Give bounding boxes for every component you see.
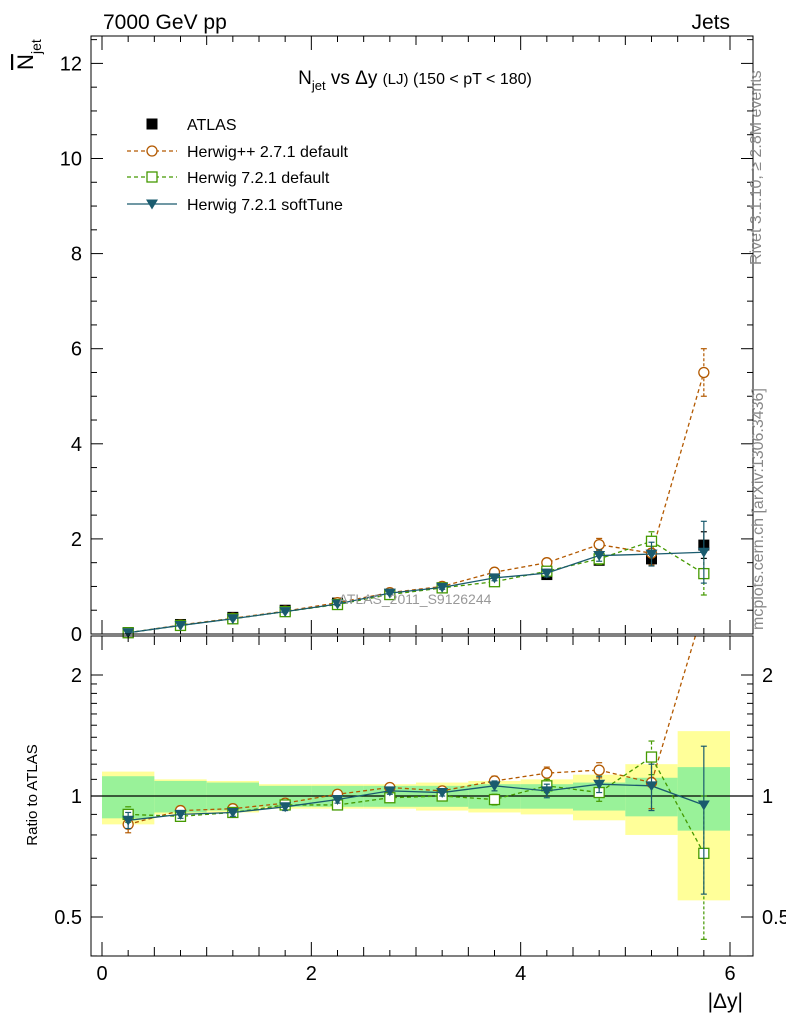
top-y-tick-label: 0	[71, 624, 82, 646]
rivet-label: Rivet 3.1.10, ≥ 2.8M events	[748, 70, 765, 265]
ratio-line-herwigpp	[128, 636, 697, 825]
legend-item-herwig721: Herwig 7.2.1 default	[127, 170, 330, 187]
mcplots-label: mcplots.cern.ch [arXiv:1306.3436]	[750, 388, 767, 630]
bottom-panel: 0.5 0.5 1 1 2 2 0 2 4 6 Ratio to ATLAS |Δy|	[24, 635, 786, 1013]
x-tick-label: 6	[724, 963, 735, 985]
top-series-softtune	[122, 520, 710, 639]
top-y-tick-label: 8	[71, 244, 82, 266]
ratio-line-herwig721	[128, 756, 705, 854]
legend-marker-herwig721	[146, 171, 158, 183]
ratio-y-tick-label-right: 0.5	[762, 907, 786, 929]
legend-item-atlas: ATLAS	[146, 117, 237, 134]
ratio-point-herwigpp	[593, 764, 605, 776]
ratio-y-tick-label: 1	[71, 786, 82, 808]
ratio-point-softtune	[488, 781, 501, 792]
top-y-tick-label: 6	[71, 339, 82, 361]
ratio-point-softtune	[436, 788, 449, 799]
ratio-point-softtune	[279, 802, 292, 813]
legend-label-herwig721: Herwig 7.2.1 default	[187, 170, 330, 187]
top-point-softtune	[540, 568, 553, 579]
ratio-y-tick-label: 0.5	[54, 907, 82, 929]
legend-item-softtune: Herwig 7.2.1 softTune	[127, 197, 343, 214]
ratio-point-softtune	[540, 786, 553, 797]
top-point-softtune	[122, 628, 135, 639]
ratio-point-softtune	[383, 786, 396, 797]
header-left: 7000 GeV pp	[103, 11, 227, 34]
bottom-frame	[90, 635, 754, 957]
top-y-tick-label: 10	[60, 149, 82, 171]
legend-marker-atlas	[146, 118, 158, 130]
legend-marker-softtune	[146, 199, 158, 210]
top-point-softtune	[593, 551, 606, 562]
ratio-point-softtune	[226, 807, 239, 818]
top-point-softtune	[174, 620, 187, 631]
ratio-point-herwigpp	[541, 767, 553, 779]
chart-title: Njet vs Δy (LJ) (150 < pT < 180)	[298, 68, 532, 93]
ratio-point-softtune	[697, 800, 710, 811]
ratio-point-softtune	[645, 781, 658, 792]
ratio-point-herwig721	[488, 793, 501, 806]
top-line-softtune	[128, 551, 704, 634]
ratio-line-softtune	[128, 783, 705, 821]
ratio-series-herwig721	[122, 740, 710, 940]
x-tick-label: 2	[306, 963, 317, 985]
ratio-point-softtune	[122, 815, 135, 826]
top-y-tick-label: 2	[71, 529, 82, 551]
top-point-softtune	[279, 607, 292, 618]
x-tick-label: 0	[96, 963, 107, 985]
x-axis-label: |Δy|	[708, 990, 743, 1013]
ratio-y-tick-label: 2	[71, 665, 82, 687]
ratio-series-softtune	[122, 745, 710, 895]
y-label-sub: jet	[28, 39, 44, 55]
x-tick-label: 4	[515, 963, 526, 985]
top-frame	[90, 35, 754, 635]
legend-marker-herwigpp	[146, 145, 158, 157]
top-point-softtune	[226, 614, 239, 625]
legend-label-atlas: ATLAS	[187, 117, 237, 134]
ratio-y-tick-label-right: 1	[762, 786, 773, 808]
ratio-point-softtune	[174, 809, 187, 820]
legend-label-softtune: Herwig 7.2.1 softTune	[187, 197, 343, 214]
top-point-softtune	[697, 547, 710, 558]
ratio-y-axis-label: Ratio to ATLAS	[24, 744, 41, 845]
y-label-n: N	[13, 54, 38, 70]
header-right: Jets	[691, 11, 730, 34]
legend-label-herwigpp: Herwig++ 2.7.1 default	[187, 144, 349, 161]
top-panel: 0 2 4 6 8 10 12 ATLAS_2011_S9126244 Njet vs Δy…	[13, 35, 754, 646]
ratio-point-softtune	[331, 795, 344, 806]
top-point-herwigpp	[593, 538, 605, 551]
watermark: ATLAS_2011_S9126244	[339, 591, 492, 607]
top-point-softtune	[645, 549, 658, 560]
top-y-axis-label: N jet	[13, 39, 44, 70]
top-point-softtune	[383, 588, 396, 599]
ratio-y-tick-label-right: 2	[762, 665, 773, 687]
top-y-tick-label: 12	[60, 53, 82, 75]
legend-item-herwigpp: Herwig++ 2.7.1 default	[127, 144, 349, 161]
top-point-softtune	[436, 582, 449, 593]
top-point-softtune	[488, 573, 501, 584]
top-point-softtune	[331, 599, 344, 610]
top-point-herwigpp	[698, 366, 710, 379]
top-y-tick-label: 4	[71, 434, 82, 456]
ratio-point-softtune	[593, 779, 606, 790]
ratio-point-herwig721	[645, 751, 658, 763]
